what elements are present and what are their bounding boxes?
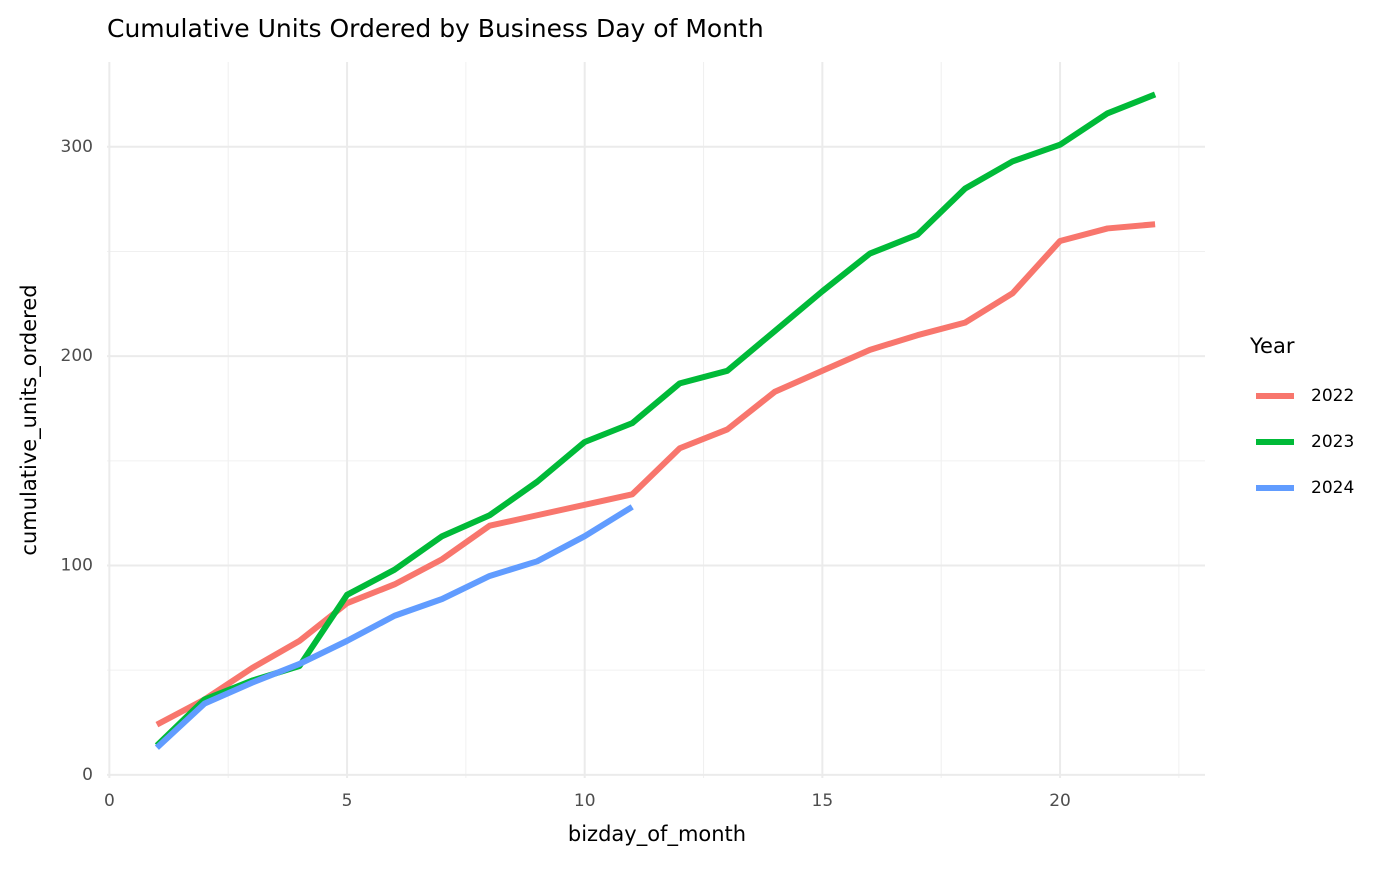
chart-title: Cumulative Units Ordered by Business Day… [107, 14, 764, 43]
x-tick-label: 5 [342, 791, 353, 811]
legend-title: Year [1249, 334, 1295, 358]
x-axis-label: bizday_of_month [568, 822, 746, 847]
y-tick-label: 100 [61, 556, 93, 576]
series-line [155, 221, 1156, 728]
y-axis-label: cumulative_units_ordered [17, 284, 42, 555]
y-tick-label: 200 [61, 346, 93, 366]
x-tick-label: 20 [1049, 791, 1071, 811]
legend-label: 2023 [1311, 432, 1354, 452]
legend-label: 2022 [1311, 386, 1354, 406]
legend-label: 2024 [1311, 478, 1354, 498]
y-tick-label: 0 [82, 765, 93, 785]
y-tick-label: 300 [61, 137, 93, 157]
series-line [154, 91, 1157, 748]
series-line [154, 504, 634, 750]
x-tick-label: 15 [812, 791, 834, 811]
x-tick-label: 10 [574, 791, 596, 811]
x-tick-label: 0 [104, 791, 115, 811]
